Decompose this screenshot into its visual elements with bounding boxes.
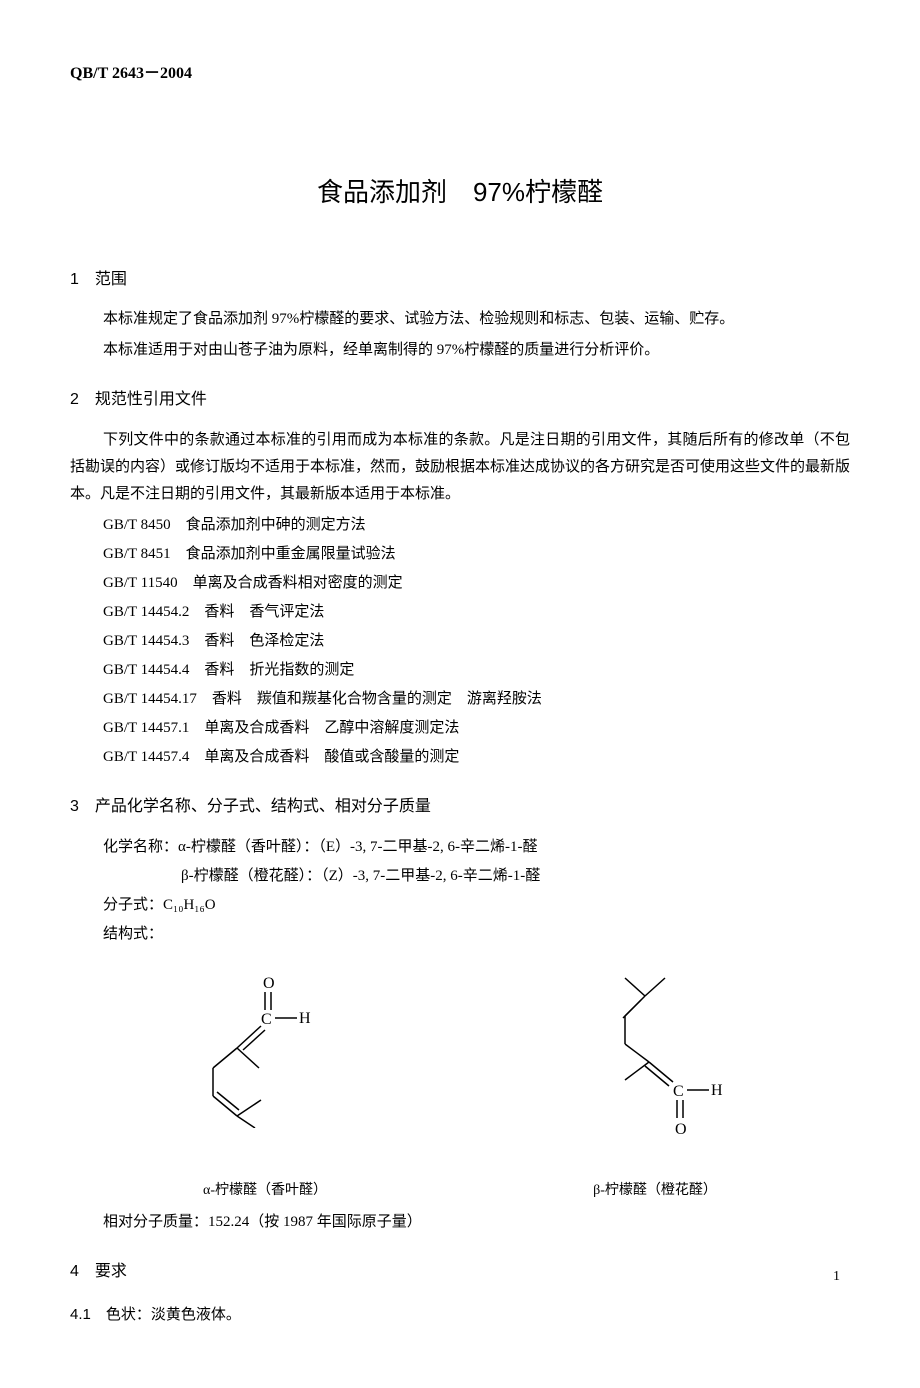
section-4-1: 4.1 色状：淡黄色液体。: [70, 1301, 850, 1328]
section-1-para-1: 本标准规定了食品添加剂 97%柠檬醛的要求、试验方法、检验规则和标志、包装、运输…: [70, 306, 850, 333]
chem-name-line: 化学名称：α-柠檬醛（香叶醛）：（E）-3, 7-二甲基-2, 6-辛二烯-1-…: [103, 834, 850, 861]
svg-text:H: H: [711, 1082, 723, 1099]
reference-list: GB/T 8450 食品添加剂中砷的测定方法 GB/T 8451 食品添加剂中重…: [103, 512, 850, 771]
chem-name-label: 化学名称：: [103, 839, 178, 855]
reference-item: GB/T 14454.4 香料 折光指数的测定: [103, 657, 850, 684]
section-1-para-2: 本标准适用于对由山苍子油为原料，经单离制得的 97%柠檬醛的质量进行分析评价。: [70, 337, 850, 364]
reference-item: GB/T 14457.4 单离及合成香料 酸值或含酸量的测定: [103, 744, 850, 771]
svg-text:O: O: [675, 1121, 687, 1138]
reference-item: GB/T 14454.17 香料 羰值和羰基化合物含量的测定 游离羟胺法: [103, 686, 850, 713]
section-2-heading: 2 规范性引用文件: [70, 386, 850, 415]
reference-item: GB/T 14454.3 香料 色泽检定法: [103, 628, 850, 655]
section-2-para-1: 下列文件中的条款通过本标准的引用而成为本标准的条款。凡是注日期的引用文件，其随后…: [70, 427, 850, 508]
section-4-heading: 4 要求: [70, 1258, 850, 1287]
reference-item: GB/T 14454.2 香料 香气评定法: [103, 599, 850, 626]
svg-text:C: C: [261, 1011, 272, 1028]
molecular-mass: 相对分子质量：152.24（按 1987 年国际原子量）: [103, 1209, 850, 1236]
page-number: 1: [833, 1264, 840, 1289]
standard-code: QB/T 2643－2004: [70, 60, 850, 89]
page-title: 食品添加剂 97%柠檬醛: [70, 169, 850, 216]
structure-alpha: O C H: [175, 968, 355, 1168]
caption-alpha: α-柠檬醛（香叶醛）: [203, 1178, 327, 1203]
reference-item: GB/T 14457.1 单离及合成香料 乙醇中溶解度测定法: [103, 715, 850, 742]
formula-label: 分子式：: [103, 897, 163, 913]
struct-label: 结构式：: [103, 921, 850, 948]
chemical-info-block: 化学名称：α-柠檬醛（香叶醛）：（E）-3, 7-二甲基-2, 6-辛二烯-1-…: [103, 834, 850, 948]
structure-caption-row: α-柠檬醛（香叶醛） β-柠檬醛（橙花醛）: [70, 1178, 850, 1203]
reference-item: GB/T 8450 食品添加剂中砷的测定方法: [103, 512, 850, 539]
chem-name-alpha: α-柠檬醛（香叶醛）：（E）-3, 7-二甲基-2, 6-辛二烯-1-醛: [178, 839, 538, 855]
reference-item: GB/T 8451 食品添加剂中重金属限量试验法: [103, 541, 850, 568]
caption-beta: β-柠檬醛（橙花醛）: [593, 1178, 717, 1203]
chem-name-beta: β-柠檬醛（橙花醛）：（Z）-3, 7-二甲基-2, 6-辛二烯-1-醛: [103, 863, 850, 890]
svg-text:O: O: [263, 975, 275, 992]
formula-line: 分子式：C₁₀H₁₆O: [103, 892, 850, 919]
formula-value: C₁₀H₁₆O: [163, 897, 216, 913]
structure-beta: C H O: [565, 968, 745, 1168]
section-1-heading: 1 范围: [70, 266, 850, 295]
svg-text:H: H: [299, 1010, 311, 1027]
svg-text:C: C: [673, 1083, 684, 1100]
reference-item: GB/T 11540 单离及合成香料相对密度的测定: [103, 570, 850, 597]
structure-row: O C H: [70, 968, 850, 1168]
section-3-heading: 3 产品化学名称、分子式、结构式、相对分子质量: [70, 793, 850, 822]
alpha-citral-structure-icon: O C H: [175, 968, 355, 1128]
beta-citral-structure-icon: C H O: [565, 968, 745, 1158]
